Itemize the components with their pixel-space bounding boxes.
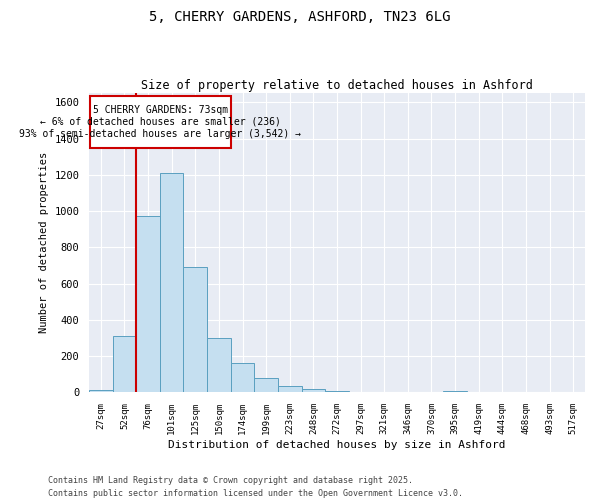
Bar [325, 390, 349, 392]
Text: ← 6% of detached houses are smaller (236): ← 6% of detached houses are smaller (236… [40, 116, 281, 126]
Title: Size of property relative to detached houses in Ashford: Size of property relative to detached ho… [141, 79, 533, 92]
Bar [136, 216, 160, 392]
Bar [254, 378, 278, 392]
Bar [113, 336, 136, 392]
Text: 5, CHERRY GARDENS, ASHFORD, TN23 6LG: 5, CHERRY GARDENS, ASHFORD, TN23 6LG [149, 10, 451, 24]
FancyBboxPatch shape [90, 96, 231, 148]
Bar [160, 173, 184, 392]
Text: Contains HM Land Registry data © Crown copyright and database right 2025.
Contai: Contains HM Land Registry data © Crown c… [48, 476, 463, 498]
Bar [184, 268, 207, 392]
Text: 93% of semi-detached houses are larger (3,542) →: 93% of semi-detached houses are larger (… [19, 128, 301, 138]
Y-axis label: Number of detached properties: Number of detached properties [39, 152, 49, 334]
Bar [302, 389, 325, 392]
Text: 5 CHERRY GARDENS: 73sqm: 5 CHERRY GARDENS: 73sqm [93, 105, 228, 115]
X-axis label: Distribution of detached houses by size in Ashford: Distribution of detached houses by size … [168, 440, 506, 450]
Bar [89, 390, 113, 392]
Bar [278, 386, 302, 392]
Bar [207, 338, 231, 392]
Bar [231, 364, 254, 392]
Bar [443, 391, 467, 392]
